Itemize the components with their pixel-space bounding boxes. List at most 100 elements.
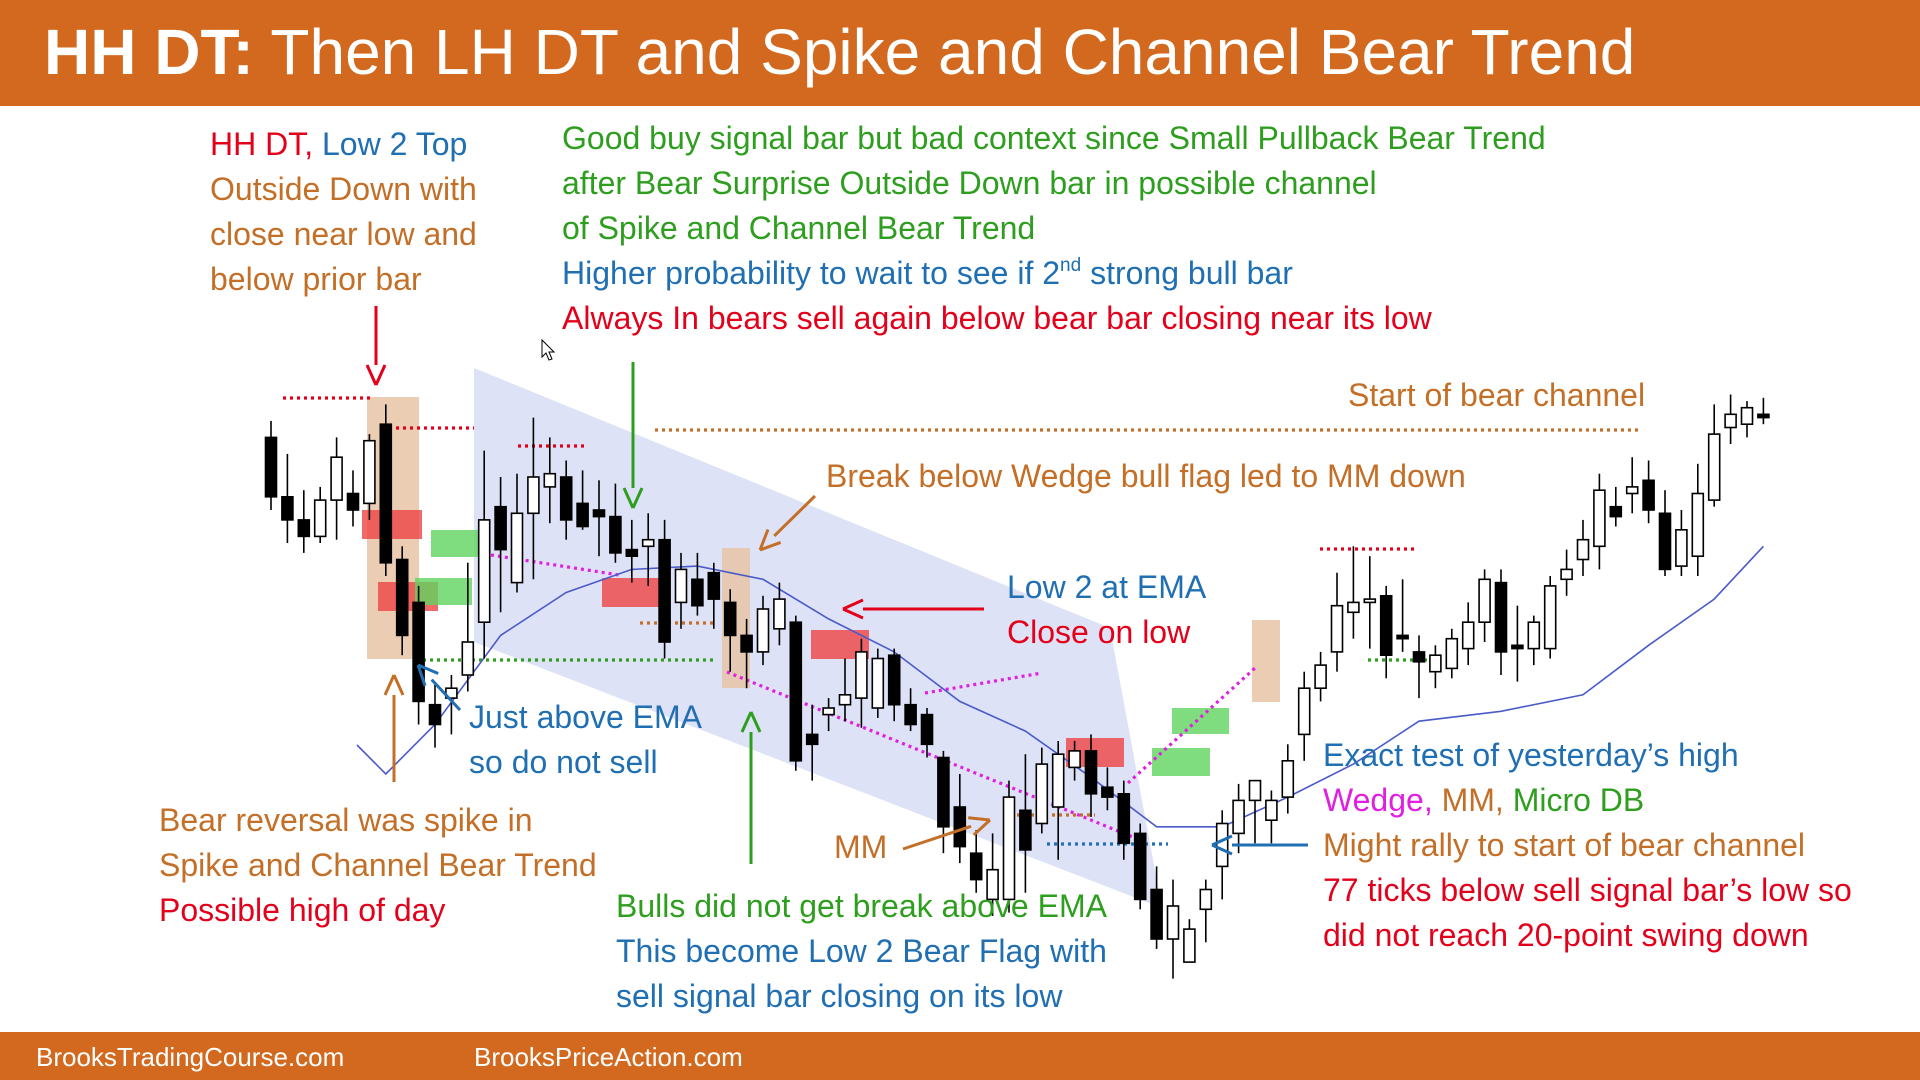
candle-body <box>740 634 753 653</box>
candle <box>1019 754 1032 893</box>
good-buy-line1: Good buy signal bar but bad context sinc… <box>562 120 1546 156</box>
bear-reversal-line3: Possible high of day <box>159 892 446 928</box>
candle-body <box>1248 779 1262 802</box>
good-buy-line5: Always In bears sell again below bear ba… <box>562 300 1432 336</box>
start-bear-channel-note: Start of bear channel <box>1348 377 1646 413</box>
exact-test-line1: Exact test of yesterday’s high <box>1323 737 1739 773</box>
candle <box>313 486 327 543</box>
arrow-bear-reversal <box>383 674 405 782</box>
candle <box>1035 747 1049 834</box>
wedge-label: Wedge, <box>1323 782 1442 818</box>
candle <box>609 483 622 563</box>
bulls-line2: This become Low 2 Bear Flag with <box>616 933 1107 969</box>
candle <box>1084 734 1098 817</box>
candle-body <box>838 693 852 706</box>
title-bar <box>0 0 1920 106</box>
candle-body <box>1576 538 1590 561</box>
candle-body <box>1675 528 1688 567</box>
title-rest: Then LH DT and Spike and Channel Bear Tr… <box>253 16 1636 88</box>
candle <box>395 546 409 656</box>
candle-body <box>986 868 999 901</box>
candle <box>920 708 934 758</box>
candle-body <box>1133 832 1147 901</box>
just-above-line2: so do not sell <box>469 744 658 780</box>
candle-body <box>428 703 442 726</box>
hh-dt-line2: Outside Down with <box>210 171 477 207</box>
candle <box>1150 866 1163 949</box>
candle <box>363 434 376 520</box>
low2-ema-line1: Low 2 at EMA <box>1007 569 1207 605</box>
candle <box>1297 671 1311 761</box>
candle <box>461 562 475 692</box>
footer-link-trading-course[interactable]: BrooksTradingCourse.com <box>36 1042 345 1072</box>
candle <box>1707 404 1721 507</box>
candle-body <box>592 509 606 518</box>
candle <box>1609 486 1623 527</box>
footer-link-price-action[interactable]: BrooksPriceAction.com <box>474 1042 743 1072</box>
candle <box>773 582 786 646</box>
candle <box>576 470 589 530</box>
candle-body <box>937 756 950 828</box>
candle-body <box>1101 786 1114 798</box>
candle-body <box>1281 759 1295 798</box>
candle-body <box>1478 578 1491 623</box>
bear-reversal-line1: Bear reversal was spike in <box>159 802 533 838</box>
exact-test-line4: 77 ticks below sell signal bar’s low so <box>1323 872 1852 908</box>
candle-body <box>805 733 819 746</box>
candle-body <box>953 806 967 848</box>
candle-body <box>494 505 507 551</box>
candle-body <box>1560 568 1573 581</box>
candle <box>559 460 573 540</box>
candle <box>1527 615 1541 666</box>
candle-body <box>1609 505 1623 518</box>
candle-body <box>1347 601 1360 614</box>
candle-body <box>330 456 343 501</box>
candle-body <box>1396 634 1409 640</box>
candle-body <box>313 499 327 538</box>
candle <box>1576 519 1590 576</box>
good-buy-line4: Higher probability to wait to see if 2nd… <box>562 251 1546 296</box>
candle <box>1757 397 1770 425</box>
candle-body <box>1461 621 1475 650</box>
bulls-line1: Bulls did not get break above EMA <box>616 888 1107 924</box>
candle <box>1215 810 1229 900</box>
candle <box>822 698 835 732</box>
candle <box>1117 780 1131 860</box>
footer-bar <box>0 1032 1920 1080</box>
arrow-low2-ema <box>842 598 984 620</box>
arrow-mm-shaft <box>902 824 972 851</box>
candle-body <box>576 502 589 528</box>
candle-body <box>658 538 671 643</box>
candle-body <box>527 476 540 515</box>
candle-body <box>1658 512 1672 571</box>
candle <box>986 833 999 916</box>
candle <box>297 490 311 553</box>
candle <box>543 437 557 524</box>
candle-body <box>1068 750 1081 769</box>
low2-ema-note: Low 2 at EMA Close on low <box>1007 565 1206 655</box>
candle-body <box>1543 585 1557 650</box>
break-wedge-note: Break below Wedge bull flag led to MM do… <box>826 458 1466 494</box>
bulls-did-not-note: Bulls did not get break above EMA This b… <box>616 884 1107 1019</box>
bulls-line3: sell signal bar closing on its low <box>616 978 1063 1014</box>
candle <box>1068 741 1081 781</box>
candle-body <box>461 641 475 676</box>
candle <box>477 450 491 659</box>
candle <box>691 552 704 616</box>
candle-body <box>1215 822 1229 868</box>
candle-body <box>412 601 425 703</box>
candle <box>1642 460 1655 524</box>
arrow-break-wedge <box>758 494 817 552</box>
candle-body <box>281 495 294 521</box>
candle-body <box>1265 799 1278 822</box>
low2-ema-line2: Close on low <box>1007 614 1191 650</box>
candle-body <box>1199 888 1213 911</box>
candle <box>428 684 442 748</box>
candle <box>740 618 753 689</box>
candle <box>805 704 819 781</box>
arrow-mm <box>902 816 992 851</box>
arrow-exact-test-head <box>1211 834 1233 856</box>
bull-entry-box-3 <box>1152 748 1210 776</box>
candle <box>346 470 360 527</box>
